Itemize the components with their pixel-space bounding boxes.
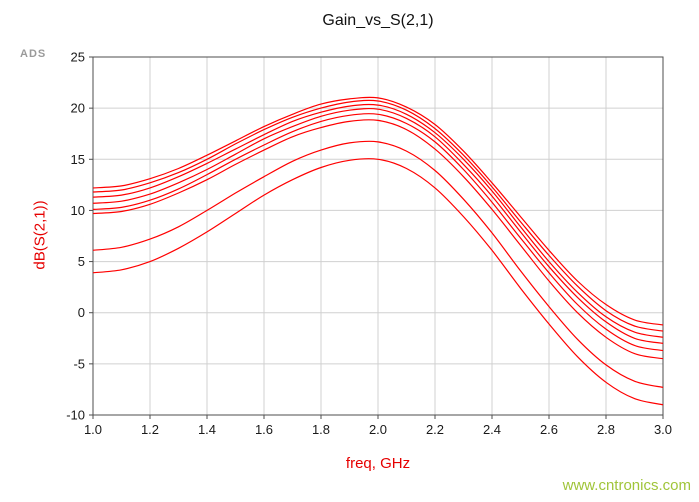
x-tick-label: 3.0 <box>654 422 672 437</box>
x-tick-label: 1.4 <box>198 422 216 437</box>
y-tick-label: -5 <box>73 356 85 371</box>
y-tick-label: 20 <box>71 101 85 116</box>
x-tick-label: 2.6 <box>540 422 558 437</box>
chart-title: Gain_vs_S(2,1) <box>322 12 434 29</box>
gain-curve-2 <box>92 99 664 332</box>
x-tick-label: 2.0 <box>369 422 387 437</box>
plot-frame <box>92 56 664 416</box>
y-tick-label: 25 <box>71 50 85 65</box>
gain-curve-3 <box>92 103 664 338</box>
gain-curve-7 <box>92 140 664 388</box>
gain-curve-1 <box>92 96 664 326</box>
gain-curve-5 <box>92 113 664 352</box>
x-tick-label: 2.4 <box>483 422 501 437</box>
x-tick-label: 1.0 <box>84 422 102 437</box>
y-tick-label: -10 <box>66 408 85 423</box>
x-tick-label: 2.8 <box>597 422 615 437</box>
gain-curve-6 <box>92 119 664 360</box>
y-tick-label: 15 <box>71 152 85 167</box>
ads-logo-label: ADS <box>20 48 47 60</box>
gain-curve-8 <box>92 158 664 406</box>
x-tick-label: 1.6 <box>255 422 273 437</box>
x-tick-label: 1.8 <box>312 422 330 437</box>
watermark-text: www.cntronics.com <box>562 477 691 494</box>
y-axis-title: dB(S(2,1)) <box>31 200 49 270</box>
x-axis-title: freq, GHz <box>345 455 411 472</box>
x-tick-label: 2.2 <box>426 422 444 437</box>
x-tick-label: 1.2 <box>141 422 159 437</box>
y-tick-label: 5 <box>78 254 85 269</box>
gain-curve-4 <box>92 107 664 344</box>
y-tick-label: 10 <box>71 203 85 218</box>
y-tick-label: 0 <box>78 305 85 320</box>
